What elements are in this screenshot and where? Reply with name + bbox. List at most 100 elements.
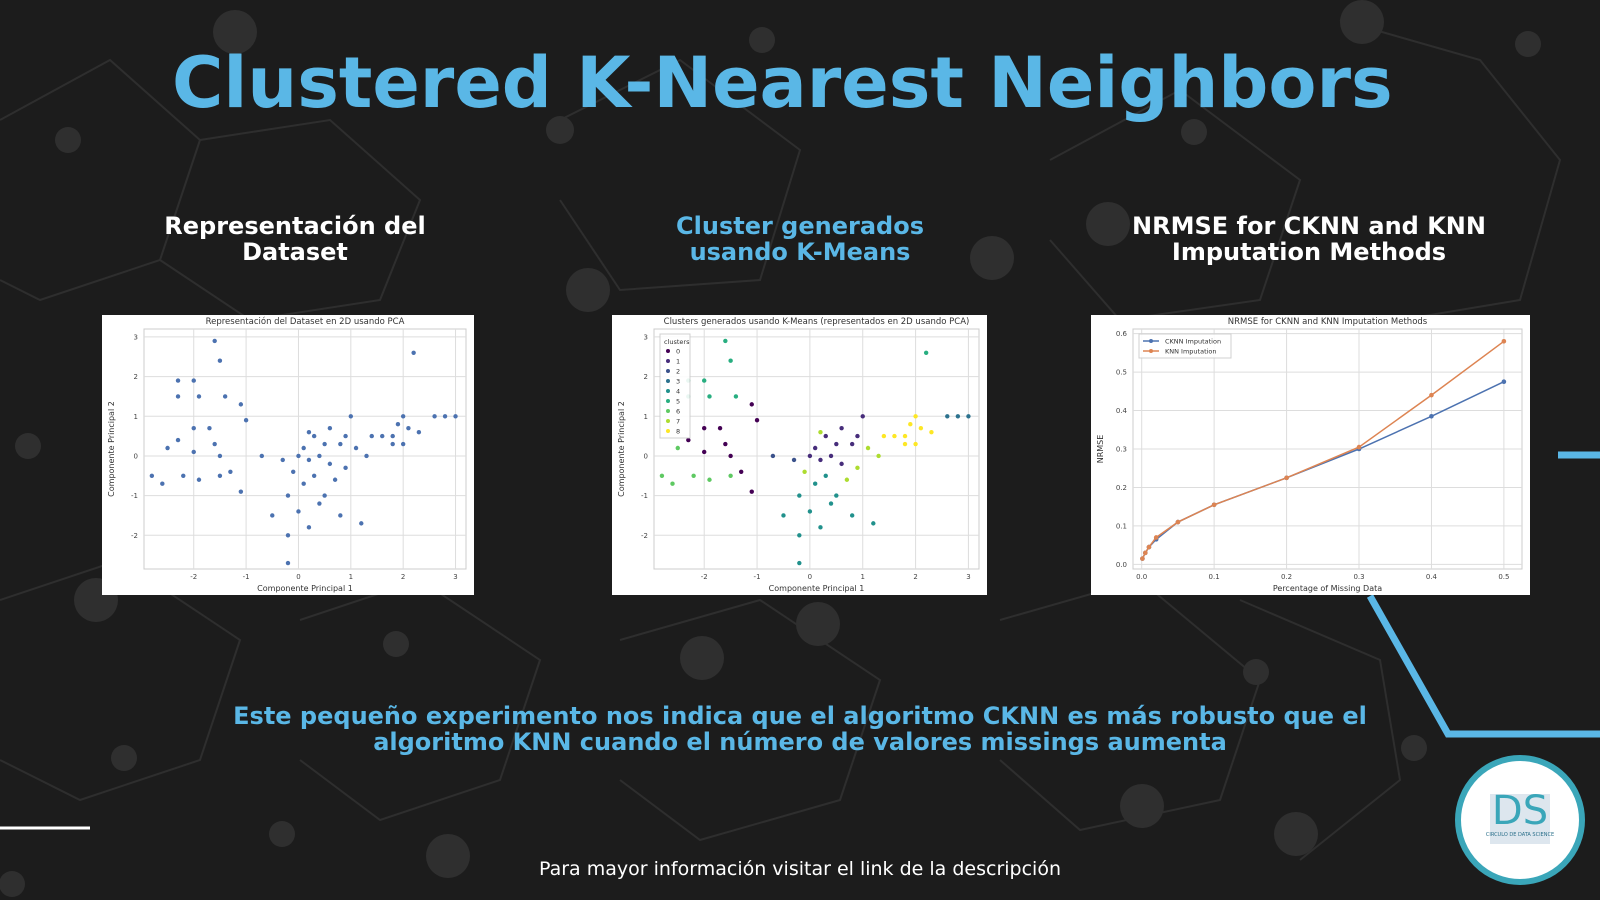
scatter-point [395,422,401,427]
conclusion-line: Este pequeño experimento nos indica que … [233,702,1367,730]
scatter-point [871,521,876,526]
scatter-point [966,414,971,419]
line-marker [1143,550,1148,556]
y-axis-label: Componente Principal 2 [617,401,626,497]
scatter-point [686,437,691,443]
legend-marker [666,379,670,383]
y-tick-label: 1 [134,413,138,421]
scatter-point [728,453,733,459]
y-tick-label: 0.3 [1116,446,1127,454]
scatter-point [322,441,327,447]
scatter-point [707,477,712,482]
scatter-point [359,521,364,526]
slide-title: Clustered K-Nearest Neighbors [172,42,1393,124]
scatter-point [749,489,754,494]
scatter-point [369,433,374,439]
line-marker [1153,535,1159,540]
scatter-point [238,489,244,494]
scatter-point [892,433,897,439]
x-tick-label: -1 [754,573,761,581]
scatter-point [217,473,223,478]
scatter-point [296,509,301,514]
scatter-point [902,441,908,447]
line-marker [1429,392,1434,398]
x-tick-label: 0 [808,573,812,581]
scatter-point [296,453,301,459]
scatter-point [390,433,395,439]
chart-title: Representación del Dataset en 2D usando … [206,316,405,327]
y-tick-label: 2 [644,373,648,381]
legend-label: 6 [676,408,680,416]
scatter-point [442,414,448,419]
scatter-point [849,513,855,518]
scatter-point [849,441,855,447]
scatter-point [754,418,760,423]
scatter-point [317,453,322,459]
scatter-point [306,525,312,530]
chart-title: Clusters generados usando K-Means (repre… [664,317,970,327]
scatter-point [723,441,728,447]
scatter-point [196,394,202,399]
scatter-point [707,394,712,399]
line-marker [1175,519,1181,525]
legend-label: CKNN Imputation [1165,338,1221,346]
scatter-point [327,461,333,467]
y-tick-label: 0.5 [1116,369,1127,377]
scatter-point [923,350,929,356]
scatter-point [723,338,728,344]
logo: DS CIRCULO DE DATA SCIENCE [1455,755,1585,885]
scatter-point [797,560,802,566]
scatter-point [217,358,223,363]
legend-label: 8 [676,428,680,436]
legend-marker [666,349,670,353]
scatter-point [222,394,228,399]
legend-marker [666,429,670,433]
legend-label: 5 [676,398,680,406]
section-heading: Cluster generados usando K-Means [590,213,1010,265]
scatter-point [353,445,359,451]
scatter-point [881,433,887,439]
scatter-point [270,513,275,518]
scatter-point [855,465,860,471]
line-marker [1211,502,1217,508]
legend-label: 3 [676,378,680,386]
scatter-point [807,453,813,459]
legend-marker [666,419,670,423]
scatter-point [306,457,312,463]
x-tick-label: 1 [861,573,865,581]
y-tick-label: 0.4 [1116,407,1128,415]
legend-label: 4 [676,388,680,396]
x-tick-label: 2 [913,573,917,581]
scatter-point [717,425,723,431]
scatter-point [285,560,291,566]
scatter-point [175,394,181,399]
scatter-point [207,425,212,431]
x-axis-label: Percentage of Missing Data [1273,584,1382,593]
scatter-point [839,461,844,467]
scatter-point [823,473,828,478]
scatter-point [380,433,385,439]
scatter-point [691,473,696,478]
scatter-point [908,422,913,427]
legend-marker [1149,349,1153,353]
scatter-point [876,453,881,459]
x-tick-label: -1 [243,573,250,581]
scatter-point [702,449,707,455]
y-tick-label: -1 [131,492,138,500]
y-axis-label: Componente Principal 2 [107,401,116,497]
scatter-point [191,378,196,383]
scatter-point [175,437,181,443]
line-marker [1140,556,1145,561]
scatter-point [781,513,786,518]
scatter-point [728,473,733,478]
conclusion-line: algoritmo KNN cuando el número de valore… [373,728,1227,756]
scatter-point [301,481,306,486]
scatter-point [311,473,317,478]
scatter-point [291,469,296,475]
scatter-point [196,477,202,482]
series-line [1141,340,1505,559]
scatter-point [165,445,170,451]
x-tick-label: 0.4 [1426,573,1438,581]
legend-box [659,333,691,439]
